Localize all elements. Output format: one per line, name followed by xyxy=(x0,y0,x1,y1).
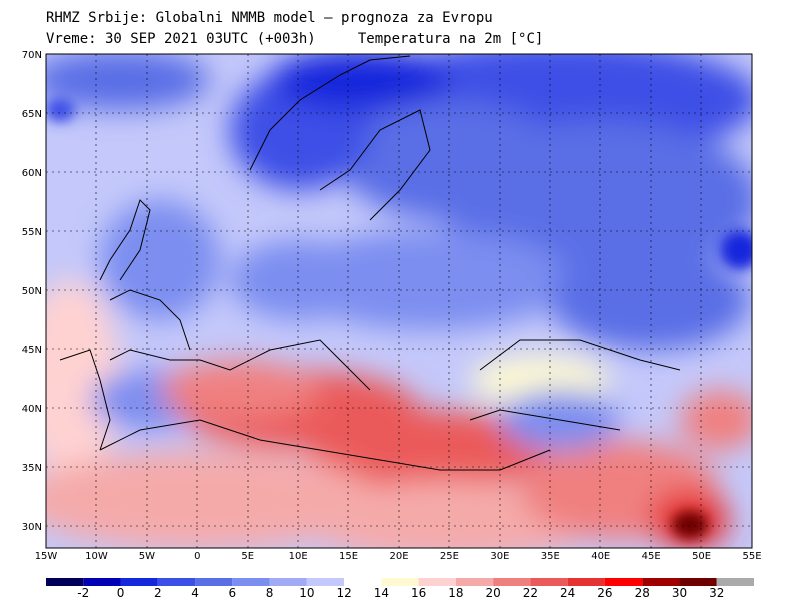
lon-label: 15E xyxy=(339,551,358,562)
colorbar-label: 24 xyxy=(560,586,575,600)
colorbar-label: 20 xyxy=(486,586,501,600)
map-title: RHMZ Srbije: Globalni NMMB model — progn… xyxy=(46,10,493,26)
lat-label: 45N xyxy=(22,345,42,356)
lon-label: 50E xyxy=(692,551,711,562)
colorbar-label: 0 xyxy=(117,586,125,600)
colorbar-label: 16 xyxy=(411,586,426,600)
latitude-labels: 70N 65N 60N 55N 50N 45N 40N 35N 30N xyxy=(22,50,42,533)
colorbar-swatch xyxy=(493,578,531,586)
colorbar-swatch xyxy=(195,578,233,586)
colorbar: -2 0 2 4 6 8 10 12 14 16 18 20 22 24 26 28 30 32 xyxy=(46,578,754,600)
variable-name: Temperatura na 2m [°C] xyxy=(357,31,544,47)
colorbar-swatch xyxy=(567,578,605,586)
colorbar-swatch xyxy=(120,578,158,586)
colorbar-swatch xyxy=(418,578,456,586)
lat-label: 40N xyxy=(22,404,42,415)
lon-label: 15W xyxy=(35,551,58,562)
lat-label: 65N xyxy=(22,109,42,120)
lon-label: 55E xyxy=(742,551,761,562)
colorbar-label: 26 xyxy=(597,586,612,600)
colorbar-swatch xyxy=(679,578,717,586)
lon-label: 35E xyxy=(541,551,560,562)
colorbar-label: 8 xyxy=(266,586,274,600)
colorbar-swatch xyxy=(269,578,307,586)
lon-label: 30E xyxy=(490,551,509,562)
lat-label: 55N xyxy=(22,227,42,238)
lon-label: 5E xyxy=(241,551,254,562)
colorbar-swatch xyxy=(716,578,754,586)
temperature-field xyxy=(46,54,752,548)
lon-label: 5W xyxy=(139,551,155,562)
lat-label: 30N xyxy=(22,522,42,533)
map-subtitle: Vreme: 30 SEP 2021 03UTC (+003h) Tempera… xyxy=(46,31,543,47)
colorbar-swatch xyxy=(604,578,643,586)
lon-label: 45E xyxy=(642,551,661,562)
colorbar-swatch xyxy=(157,578,196,586)
colorbar-label: 10 xyxy=(299,586,314,600)
colorbar-label: 6 xyxy=(228,586,236,600)
lon-label: 40E xyxy=(591,551,610,562)
colorbar-swatch xyxy=(306,578,345,586)
colorbar-label: 22 xyxy=(523,586,538,600)
lat-label: 35N xyxy=(22,463,42,474)
lon-label: 0 xyxy=(194,551,200,562)
colorbar-label: 14 xyxy=(374,586,389,600)
lat-label: 70N xyxy=(22,50,42,61)
lon-label: 25E xyxy=(440,551,459,562)
coastlines xyxy=(59,55,681,471)
colorbar-swatch xyxy=(46,578,84,586)
colorbar-swatch xyxy=(455,578,494,586)
colorbar-label: 30 xyxy=(672,586,687,600)
colorbar-label: 28 xyxy=(635,586,650,600)
colorbar-swatch xyxy=(232,578,270,586)
lon-label: 20E xyxy=(389,551,408,562)
colorbar-label: 18 xyxy=(448,586,463,600)
gridlines xyxy=(46,54,752,548)
map-frame xyxy=(45,53,753,549)
colorbar-swatch xyxy=(642,578,680,586)
colorbar-label: 2 xyxy=(154,586,162,600)
lon-label: 10E xyxy=(289,551,308,562)
colorbar-label: 12 xyxy=(336,586,351,600)
colorbar-label: 4 xyxy=(191,586,199,600)
lon-label: 10W xyxy=(85,551,108,562)
lat-label: 50N xyxy=(22,286,42,297)
lat-label: 60N xyxy=(22,168,42,179)
longitude-labels: 15W 10W 5W 0 5E 10E 15E 20E 25E 30E 35E 40E 45E 50E 55… xyxy=(35,551,762,562)
colorbar-swatch xyxy=(381,578,419,586)
colorbar-swatch xyxy=(530,578,568,586)
forecast-time: Vreme: 30 SEP 2021 03UTC (+003h) xyxy=(46,31,316,47)
colorbar-swatch xyxy=(83,578,121,586)
colorbar-label: 32 xyxy=(709,586,724,600)
colorbar-label: -2 xyxy=(77,586,89,600)
colorbar-swatch xyxy=(344,578,382,586)
